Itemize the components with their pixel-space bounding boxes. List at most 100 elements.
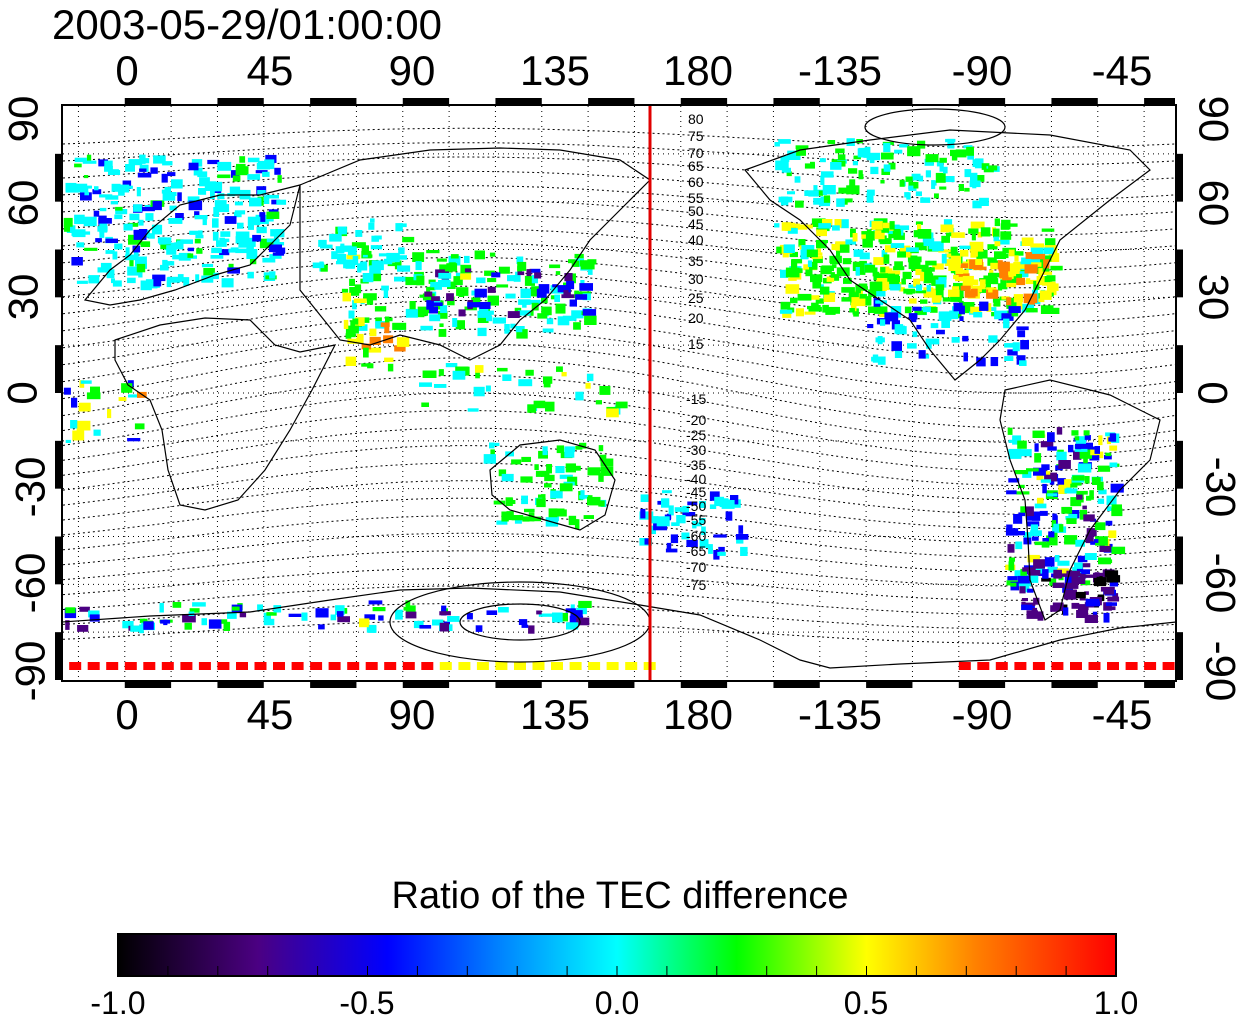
tec-patch <box>320 264 328 272</box>
tec-patch <box>915 242 927 251</box>
tec-patch <box>816 239 827 249</box>
tec-patch <box>136 257 146 263</box>
tec-patch <box>227 611 237 619</box>
tec-patch <box>1026 574 1039 583</box>
tec-patch <box>501 473 514 482</box>
tec-patch <box>220 231 231 237</box>
tec-patch <box>738 525 744 534</box>
tec-patch <box>730 495 739 505</box>
tec-patch <box>1082 505 1087 510</box>
tec-patch <box>65 607 76 614</box>
tec-patch <box>1040 479 1051 483</box>
tec-patch <box>153 276 162 287</box>
geomagnetic-contour <box>63 328 1175 394</box>
tec-patch <box>822 219 833 225</box>
tec-patch <box>1103 602 1112 611</box>
tec-patch <box>117 184 130 193</box>
tec-patch <box>139 154 146 164</box>
axis-bar-segment <box>1144 681 1175 688</box>
tec-patch <box>347 662 360 670</box>
tec-patch <box>871 221 883 230</box>
tec-patch <box>880 319 886 326</box>
tec-patch <box>455 320 465 330</box>
tec-patch <box>1050 281 1056 291</box>
tec-patch <box>1100 586 1115 592</box>
tec-patch <box>273 236 279 245</box>
tec-patch <box>210 181 223 192</box>
tec-patch <box>458 309 466 317</box>
tec-patch <box>368 624 377 633</box>
tec-patch <box>956 269 969 274</box>
tec-patch <box>440 305 448 313</box>
tec-patch <box>1109 445 1118 451</box>
tec-patch <box>196 248 203 254</box>
tec-patch <box>328 662 341 670</box>
tec-patch <box>1094 572 1100 577</box>
tec-patch <box>518 619 528 625</box>
tec-patch <box>464 255 470 264</box>
tec-patch <box>556 445 565 454</box>
tec-patch <box>516 329 528 339</box>
tec-patch <box>536 498 546 508</box>
tec-patch <box>936 329 945 335</box>
tec-patch <box>544 474 555 482</box>
tec-patch <box>1089 490 1094 500</box>
tec-patch <box>1094 539 1099 543</box>
tec-patch <box>957 290 964 299</box>
tec-patch <box>238 239 247 248</box>
tec-patch <box>721 500 735 509</box>
tec-patch <box>915 221 923 225</box>
tec-patch <box>974 158 984 169</box>
tec-patch <box>381 285 389 291</box>
tec-patch <box>916 284 922 291</box>
tec-patch <box>783 244 795 253</box>
tec-patch <box>274 167 281 175</box>
tec-patch <box>979 301 989 311</box>
tec-patch <box>649 516 659 524</box>
tec-patch <box>562 315 577 321</box>
axis-bar-segment <box>124 681 172 688</box>
tec-patch <box>1040 255 1052 262</box>
tec-patch <box>153 155 166 164</box>
tec-patch <box>555 271 561 275</box>
tec-patch <box>917 224 922 234</box>
axis-bar-segment <box>773 98 820 105</box>
tec-patch <box>811 255 823 259</box>
tec-patch <box>87 662 100 670</box>
tec-patch <box>852 308 859 315</box>
tec-patch <box>665 548 678 553</box>
tec-patch <box>255 170 268 174</box>
tec-patch <box>831 159 838 165</box>
tec-patch <box>517 326 525 330</box>
tec-patch <box>118 397 127 401</box>
tec-patch <box>990 262 1001 270</box>
tec-patch <box>211 247 222 254</box>
tec-patch <box>666 542 672 552</box>
axis-bar-segment <box>495 681 542 688</box>
tec-patch <box>1014 570 1026 578</box>
tec-patch <box>1070 662 1082 670</box>
contour-label: -40 <box>686 471 706 487</box>
tec-patch <box>545 401 555 412</box>
tec-patch <box>1061 506 1073 514</box>
tec-patch <box>426 250 440 254</box>
tec-patch <box>573 322 581 330</box>
tec-patch <box>345 259 355 269</box>
tec-patch <box>145 213 154 221</box>
tec-patch <box>1007 349 1018 356</box>
tec-patch <box>128 222 139 227</box>
tec-patch <box>194 215 208 220</box>
tec-patch <box>848 292 859 299</box>
tec-patch <box>534 272 542 279</box>
tec-patch <box>76 280 88 284</box>
tec-patch <box>1083 514 1095 522</box>
tec-patch <box>487 286 496 293</box>
tec-patch <box>439 662 452 670</box>
tec-patch <box>301 612 308 621</box>
tec-patch <box>1076 566 1084 573</box>
top-lon-tick: 180 <box>662 47 734 94</box>
tec-patch <box>340 245 353 252</box>
tec-patch <box>1084 553 1097 560</box>
tec-patch <box>583 515 594 519</box>
tec-patch <box>958 662 971 670</box>
